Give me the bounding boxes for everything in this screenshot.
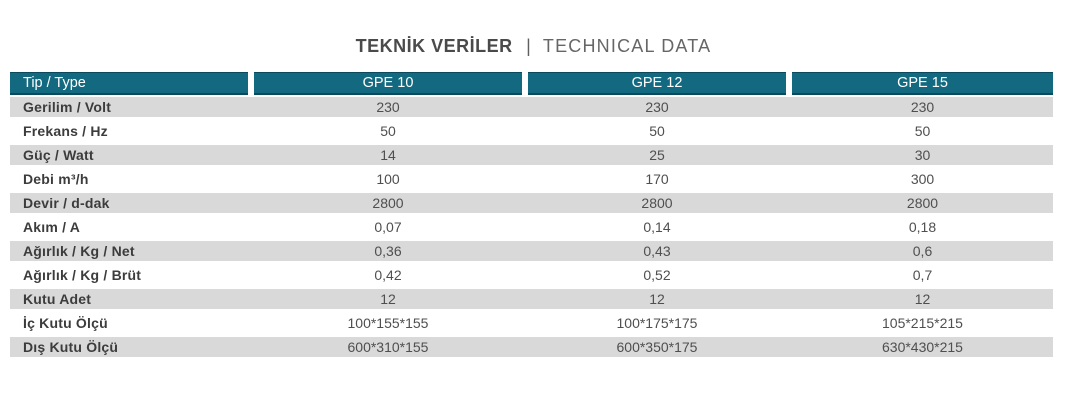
technical-data-table: Tip / Type GPE 10 GPE 12 GPE 15 Gerilim … bbox=[10, 72, 1053, 359]
row-label: Akım / A bbox=[23, 219, 81, 235]
table-row: Debi m³/h 100 170 300 bbox=[10, 167, 1053, 191]
row-value-gpe12: 600*350*175 bbox=[616, 339, 698, 355]
row-label: Kutu Adet bbox=[23, 291, 92, 307]
row-value-gpe12: 12 bbox=[649, 291, 665, 307]
row-value-gpe15: 630*430*215 bbox=[882, 339, 963, 355]
row-value-gpe12: 230 bbox=[645, 99, 669, 115]
row-value-gpe15: 30 bbox=[914, 147, 931, 163]
row-value-gpe12: 0,14 bbox=[643, 219, 671, 235]
row-value-gpe15: 105*215*215 bbox=[882, 315, 963, 331]
row-value-gpe15: 12 bbox=[914, 291, 931, 307]
row-value-gpe10: 12 bbox=[380, 291, 396, 307]
table-row: Ağırlık / Kg / Net 0,36 0,43 0,6 bbox=[10, 239, 1053, 263]
table-row: Kutu Adet 12 12 12 bbox=[10, 287, 1053, 311]
header-cell-gpe15: GPE 15 bbox=[792, 72, 1053, 95]
row-value-gpe12: 100*175*175 bbox=[616, 315, 698, 331]
row-label: İç Kutu Ölçü bbox=[23, 315, 108, 331]
table-row: Güç / Watt 14 25 30 bbox=[10, 143, 1053, 167]
table-row: Devir / d-dak 2800 2800 2800 bbox=[10, 191, 1053, 215]
table-row: Gerilim / Volt 230 230 230 bbox=[10, 95, 1053, 119]
table-row: Ağırlık / Kg / Brüt 0,42 0,52 0,7 bbox=[10, 263, 1053, 287]
table-row: Dış Kutu Ölçü 600*310*155 600*350*175 63… bbox=[10, 335, 1053, 359]
row-value-gpe10: 100 bbox=[376, 171, 400, 187]
row-label: Devir / d-dak bbox=[23, 195, 110, 211]
row-value-gpe10: 50 bbox=[380, 123, 396, 139]
row-label: Debi m³/h bbox=[23, 171, 89, 187]
row-value-gpe15: 0,7 bbox=[912, 267, 933, 283]
table-body: Gerilim / Volt 230 230 230 Frekans / Hz … bbox=[10, 95, 1053, 359]
row-label: Güç / Watt bbox=[23, 147, 94, 163]
header-cell-gpe10: GPE 10 bbox=[254, 72, 522, 95]
row-value-gpe12: 0,52 bbox=[643, 267, 671, 283]
table-header-row: Tip / Type GPE 10 GPE 12 GPE 15 bbox=[10, 72, 1053, 95]
table-row: Frekans / Hz 50 50 50 bbox=[10, 119, 1053, 143]
table-row: Akım / A 0,07 0,14 0,18 bbox=[10, 215, 1053, 239]
page-title: TEKNİK VERİLER | TECHNICAL DATA bbox=[0, 36, 1067, 57]
row-value-gpe12: 25 bbox=[649, 147, 665, 163]
title-separator: | bbox=[526, 36, 532, 56]
title-english: TECHNICAL DATA bbox=[542, 36, 712, 56]
row-value-gpe12: 0,43 bbox=[643, 243, 671, 259]
title-turkish: TEKNİK VERİLER bbox=[355, 36, 513, 56]
row-value-gpe15: 50 bbox=[914, 123, 931, 139]
header-cell-gpe12: GPE 12 bbox=[528, 72, 786, 95]
row-label: Ağırlık / Kg / Brüt bbox=[23, 267, 142, 283]
row-value-gpe10: 0,36 bbox=[374, 243, 402, 259]
row-value-gpe15: 300 bbox=[910, 171, 935, 187]
row-value-gpe10: 230 bbox=[376, 99, 400, 115]
row-value-gpe12: 50 bbox=[649, 123, 665, 139]
row-value-gpe10: 14 bbox=[380, 147, 396, 163]
row-value-gpe15: 0,6 bbox=[912, 243, 933, 259]
row-value-gpe15: 230 bbox=[910, 99, 935, 115]
row-value-gpe15: 2800 bbox=[906, 195, 939, 211]
row-value-gpe10: 2800 bbox=[372, 195, 404, 211]
header-cell-type: Tip / Type bbox=[10, 72, 248, 95]
row-label: Gerilim / Volt bbox=[23, 99, 112, 115]
row-value-gpe15: 0,18 bbox=[908, 219, 937, 235]
row-value-gpe10: 600*310*155 bbox=[347, 339, 429, 355]
row-value-gpe12: 2800 bbox=[641, 195, 673, 211]
row-value-gpe12: 170 bbox=[645, 171, 669, 187]
row-value-gpe10: 0,07 bbox=[374, 219, 402, 235]
row-label: Dış Kutu Ölçü bbox=[23, 339, 119, 355]
row-label: Ağırlık / Kg / Net bbox=[23, 243, 135, 259]
table-row: İç Kutu Ölçü 100*155*155 100*175*175 105… bbox=[10, 311, 1053, 335]
row-value-gpe10: 0,42 bbox=[374, 267, 402, 283]
row-label: Frekans / Hz bbox=[23, 123, 108, 139]
row-value-gpe10: 100*155*155 bbox=[347, 315, 429, 331]
